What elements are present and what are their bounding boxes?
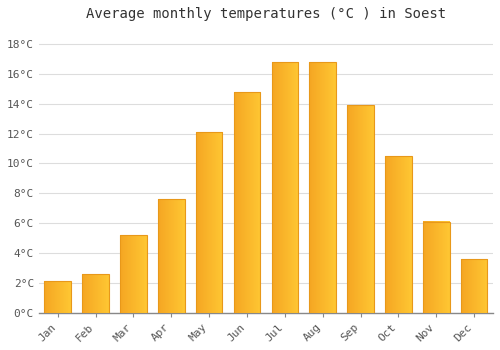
Bar [272,62,298,313]
Title: Average monthly temperatures (°C ) in Soest: Average monthly temperatures (°C ) in So… [86,7,446,21]
Bar [310,62,336,313]
Bar [234,92,260,313]
Bar [348,105,374,313]
Bar [423,222,450,313]
Bar [461,259,487,313]
Bar [44,281,71,313]
Bar [196,132,222,313]
Bar [120,235,146,313]
Bar [158,199,184,313]
Bar [82,274,109,313]
Bar [385,156,411,313]
